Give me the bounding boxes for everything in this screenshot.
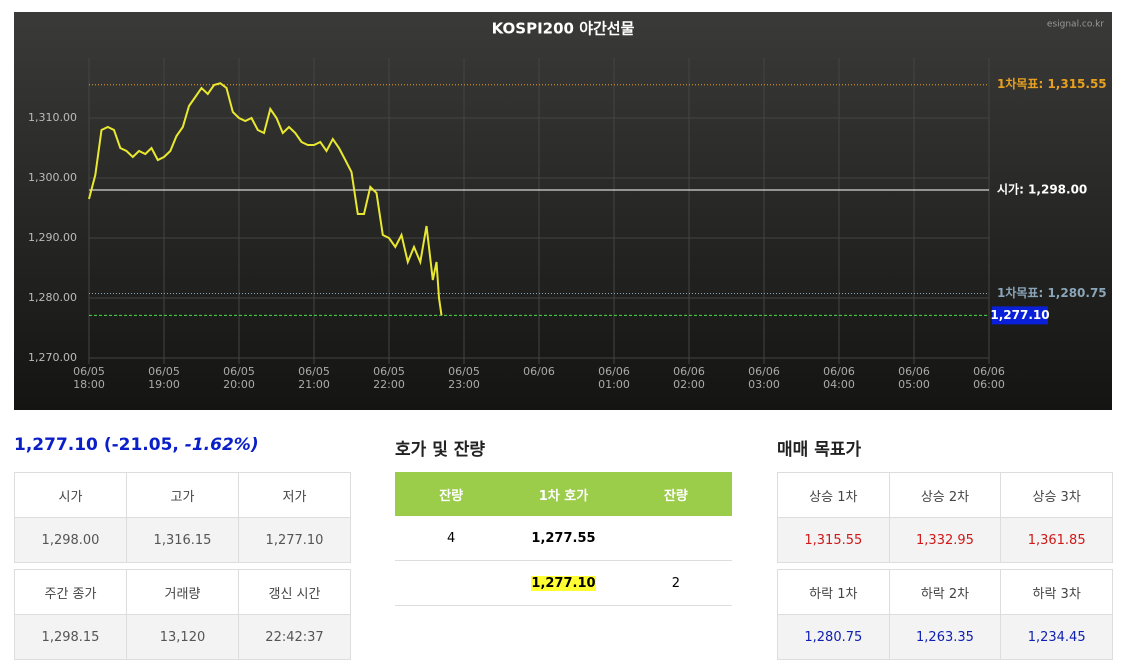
x-tick-label: 06/05 19:00 — [148, 365, 180, 391]
value-cell: 1,277.10 — [238, 517, 351, 563]
value-cell: 1,298.15 — [14, 614, 127, 660]
reference-label: 1차목표: 1,280.75 — [997, 285, 1107, 300]
orderbook-cell: 4 — [395, 516, 508, 561]
targets-up: 상승 1차 상승 2차 상승 3차 1,315.55 1,332.95 1,361.85 — [777, 472, 1113, 563]
x-tick-label: 06/06 03:00 — [748, 365, 780, 391]
orderbook-value: 2 — [671, 575, 680, 591]
header-cell: 하락 2차 — [888, 569, 1002, 615]
chart-title: KOSPI200 야간선물 — [492, 20, 635, 38]
targets-down: 하락 1차 하락 2차 하락 3차 1,280.75 1,263.35 1,234.45 — [777, 569, 1113, 660]
header-cell: 시가 — [14, 472, 127, 518]
orderbook-cell: 1,277.10 — [507, 560, 620, 606]
orderbook-cell — [619, 516, 732, 561]
value-row: 1,315.55 1,332.95 1,361.85 — [777, 517, 1113, 563]
value-cell: 1,316.15 — [126, 517, 239, 563]
x-tick-label: 06/06 — [523, 365, 555, 378]
header-row: 잔량 1차 호가 잔량 — [395, 472, 732, 516]
orderbook-value: 1,277.10 — [531, 575, 596, 591]
orderbook-row: 4 1,277.55 — [395, 516, 732, 561]
x-tick-label: 06/05 21:00 — [298, 365, 330, 391]
header-cell: 거래량 — [126, 569, 239, 615]
y-tick-label: 1,300.00 — [28, 171, 77, 184]
reference-label: 시가: 1,298.00 — [997, 182, 1087, 197]
orderbook-row: 1,277.10 2 — [395, 560, 732, 606]
y-tick-label: 1,290.00 — [28, 231, 77, 244]
header-cell: 잔량 — [619, 472, 732, 516]
x-tick-label: 06/05 23:00 — [448, 365, 480, 391]
pct: -1.62%) — [184, 435, 259, 455]
value-cell: 22:42:37 — [238, 614, 351, 660]
orderbook-value: 4 — [447, 530, 456, 546]
x-tick-label: 06/06 01:00 — [598, 365, 630, 391]
orderbook-table: 잔량 1차 호가 잔량 4 1,277.55 1,277.10 2 — [395, 472, 732, 606]
value-row: 1,280.75 1,263.35 1,234.45 — [777, 614, 1113, 660]
orderbook-cell: 1,277.55 — [507, 516, 620, 561]
x-tick-label: 06/06 06:00 — [973, 365, 1005, 391]
orderbook-cell — [395, 560, 508, 606]
section-title: 호가 및 잔량 — [395, 440, 486, 460]
header-cell: 하락 1차 — [777, 569, 890, 615]
header-cell: 잔량 — [395, 472, 508, 516]
header-row: 주간 종가 거래량 갱신 시간 — [14, 569, 351, 615]
value-cell: 1,280.75 — [777, 614, 890, 660]
price-line — [88, 82, 443, 316]
x-tick-label: 06/06 04:00 — [823, 365, 855, 391]
header-row: 하락 1차 하락 2차 하락 3차 — [777, 569, 1113, 615]
value-cell: 1,234.45 — [1000, 614, 1113, 660]
x-tick-label: 06/05 20:00 — [223, 365, 255, 391]
chart: KOSPI200 야간선물 esignal.co.kr 1,270.00 1,28… — [28, 20, 1107, 364]
info-table: 주간 종가 거래량 갱신 시간 1,298.15 13,120 22:42:37 — [14, 569, 351, 660]
y-tick-label: 1,310.00 — [28, 111, 77, 124]
section-title: 매매 목표가 — [777, 440, 862, 460]
header-cell: 상승 2차 — [888, 472, 1002, 518]
value-cell: 1,315.55 — [777, 517, 890, 563]
value-cell: 13,120 — [126, 614, 239, 660]
orderbook-cell: 2 — [619, 560, 732, 606]
x-tick-label: 06/05 18:00 — [73, 365, 105, 391]
change: (-21.05, — [103, 435, 179, 455]
price: 1,277.10 — [14, 435, 98, 455]
y-tick-label: 1,270.00 — [28, 351, 77, 364]
header-cell: 1차 호가 — [507, 472, 620, 516]
header-cell: 하락 3차 — [1000, 569, 1113, 615]
info-table: 시가 고가 저가 1,298.00 1,316.15 1,277.10 — [14, 472, 351, 563]
header-cell: 주간 종가 — [14, 569, 127, 615]
header-row: 시가 고가 저가 — [14, 472, 351, 518]
chart-panel: KOSPI200 야간선물 esignal.co.kr 1,270.00 1,28… — [14, 12, 1112, 410]
value-cell: 1,361.85 — [1000, 517, 1113, 563]
reference-label: 1차목표: 1,315.55 — [997, 76, 1107, 91]
reference-label: 1,277.10 — [990, 308, 1049, 322]
value-box — [992, 306, 1048, 325]
header-cell: 상승 3차 — [1000, 472, 1113, 518]
header-cell: 갱신 시간 — [238, 569, 351, 615]
header-cell: 상승 1차 — [777, 472, 890, 518]
brand: esignal.co.kr — [1047, 20, 1104, 30]
value-row: 1,298.15 13,120 22:42:37 — [14, 614, 351, 660]
value-cell: 1,263.35 — [888, 614, 1002, 660]
y-tick-label: 1,280.00 — [28, 291, 77, 304]
quote: 1,277.10 (-21.05, -1.62%) — [14, 435, 259, 455]
header-cell: 저가 — [238, 472, 351, 518]
x-tick-label: 06/05 22:00 — [373, 365, 405, 391]
header-cell: 고가 — [126, 472, 239, 518]
value-cell: 1,332.95 — [888, 517, 1002, 563]
value-cell: 1,298.00 — [14, 517, 127, 563]
x-tick-label: 06/06 02:00 — [673, 365, 705, 391]
value-row: 1,298.00 1,316.15 1,277.10 — [14, 517, 351, 563]
x-tick-label: 06/06 05:00 — [898, 365, 930, 391]
header-row: 상승 1차 상승 2차 상승 3차 — [777, 472, 1113, 518]
orderbook-value: 1,277.55 — [531, 530, 596, 546]
